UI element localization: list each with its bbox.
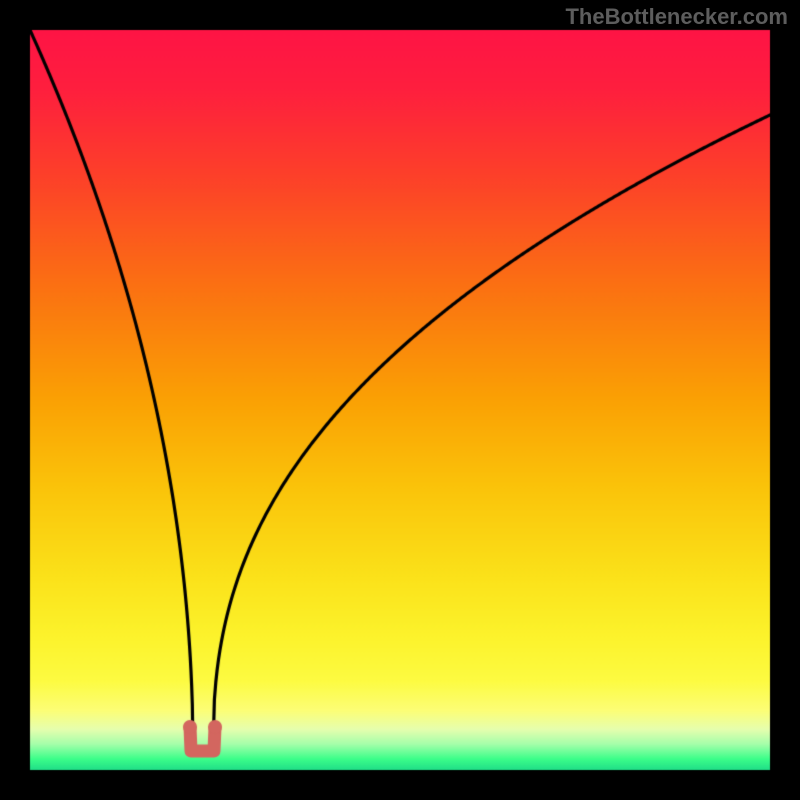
- chart-container: TheBottlenecker.com: [0, 0, 800, 800]
- watermark-text: TheBottlenecker.com: [565, 4, 788, 30]
- bottleneck-chart-canvas: [0, 0, 800, 800]
